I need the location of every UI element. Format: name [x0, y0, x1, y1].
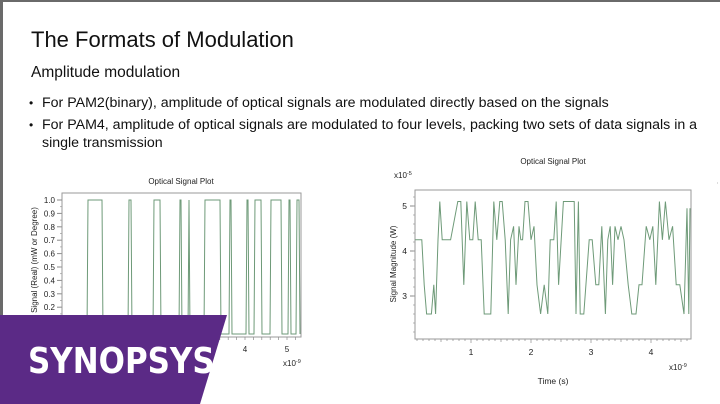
- x-tick-label: 1: [469, 347, 474, 357]
- bullet-list: • For PAM2(binary), amplitude of optical…: [28, 94, 718, 156]
- logo-wordmark: SYNOPSYS: [28, 341, 215, 382]
- bullet-icon: •: [29, 118, 34, 132]
- bullet-icon: •: [29, 96, 34, 110]
- pam2-y-axis: 1.0 0.9 0.8 0.7 0.6 0.5 0.4 0.3 0.2: [44, 196, 62, 328]
- slide-frame-left: [0, 0, 3, 404]
- pam4-chart-title: Optical Signal Plot: [520, 157, 586, 166]
- slide-title: The Formats of Modulation: [31, 27, 294, 52]
- pam4-plot-area: [414, 189, 692, 340]
- x-tick-label: 4: [649, 347, 654, 357]
- y-tick-label: 0.8: [44, 223, 56, 232]
- pam4-signal-trace: [415, 201, 691, 315]
- y-tick-label: 0.3: [44, 290, 56, 299]
- y-tick-label: 0.6: [44, 250, 56, 259]
- x-tick-label: 3: [589, 347, 594, 357]
- bullet-text: For PAM4, amplitude of optical signals a…: [42, 117, 698, 151]
- y-tick-label: 4: [402, 246, 407, 256]
- pam4-y-multiplier: x10-5: [394, 171, 412, 180]
- bullet-text: For PAM2(binary), amplitude of optical s…: [42, 95, 609, 111]
- pam2-x-multiplier: x10-9: [283, 359, 301, 368]
- pam4-y-axis: 5 4 3: [402, 196, 415, 333]
- y-tick-label: 0.2: [44, 303, 56, 312]
- y-tick-label: 0.4: [44, 276, 56, 285]
- y-tick-label: 3: [402, 291, 407, 301]
- y-tick-label: 0.7: [44, 236, 56, 245]
- x-tick-label: 4: [243, 345, 248, 354]
- bullet-item: • For PAM4, amplitude of optical signals…: [28, 116, 718, 152]
- slide-subtitle: Amplitude modulation: [31, 64, 181, 81]
- slide-frame-top: [0, 0, 720, 2]
- x-tick-label: 5: [285, 345, 290, 354]
- registered-mark-icon: ®: [216, 345, 225, 356]
- bullet-item: • For PAM2(binary), amplitude of optical…: [28, 94, 718, 112]
- pam4-x-multiplier: x10-9: [669, 363, 687, 372]
- pam2-y-label: Signal (Real) (mW or Degree): [30, 207, 39, 313]
- brand-band-shape: [0, 315, 227, 404]
- y-tick-label: 5: [402, 201, 407, 211]
- pam4-y-label: Signal Magnitude (W): [389, 225, 398, 302]
- pam4-x-label: Time (s): [538, 376, 569, 386]
- pam4-x-axis: 1 2 3 4: [416, 339, 688, 357]
- y-tick-label: 0.5: [44, 263, 56, 272]
- y-tick-label: 1.0: [44, 196, 56, 205]
- y-tick-label: 0.9: [44, 209, 56, 218]
- pam2-signal-trace: [63, 199, 301, 335]
- x-tick-label: 2: [529, 347, 534, 357]
- synopsys-logo: SYNOPSYS ®: [28, 341, 225, 382]
- pam2-chart-title: Optical Signal Plot: [148, 177, 214, 186]
